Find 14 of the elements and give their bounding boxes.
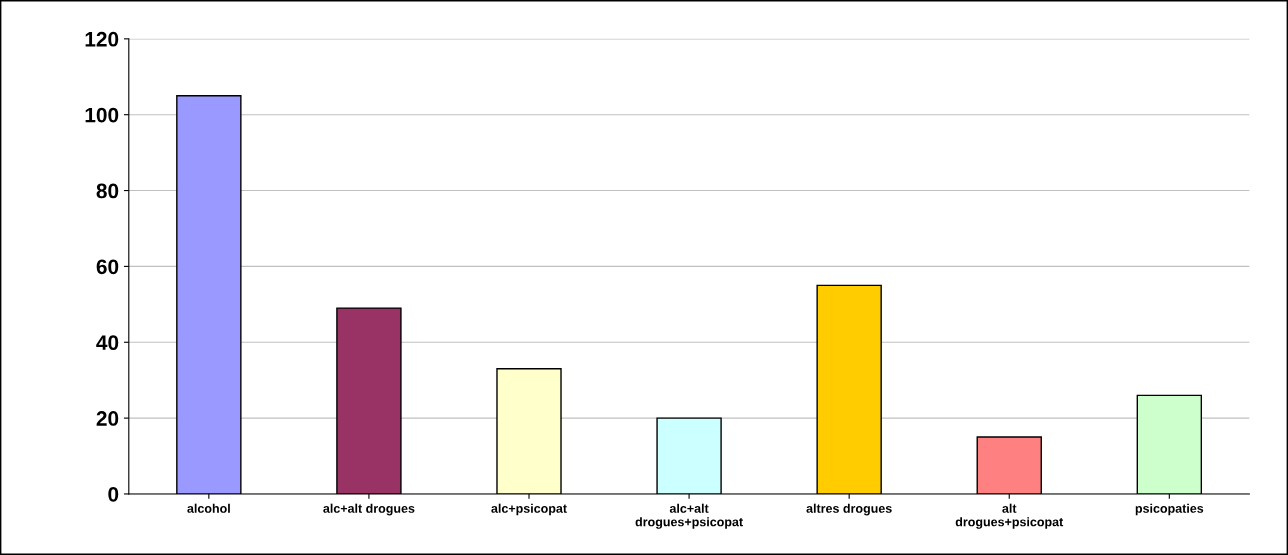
x-tick-label: alc+alt drogues+psicopat bbox=[635, 503, 743, 529]
x-tick-label: alcohol bbox=[187, 503, 230, 513]
y-tick-label: 80 bbox=[96, 183, 119, 199]
y-tick-label: 120 bbox=[85, 31, 119, 47]
y-tick-label: 60 bbox=[96, 259, 119, 275]
x-tick-label: psicopaties bbox=[1135, 503, 1204, 516]
x-tick-label: alc+psicopat bbox=[491, 503, 567, 516]
y-tick-label: 20 bbox=[96, 411, 119, 426]
y-tick-label: 100 bbox=[85, 107, 119, 123]
y-tick-label: 40 bbox=[96, 335, 119, 350]
x-tick-label: altres drogues bbox=[806, 503, 892, 516]
x-tick-label: alt drogues+psicopat bbox=[955, 503, 1064, 529]
y-tick-label: 0 bbox=[108, 486, 119, 502]
x-tick-label: alc+alt drogues bbox=[323, 503, 415, 516]
